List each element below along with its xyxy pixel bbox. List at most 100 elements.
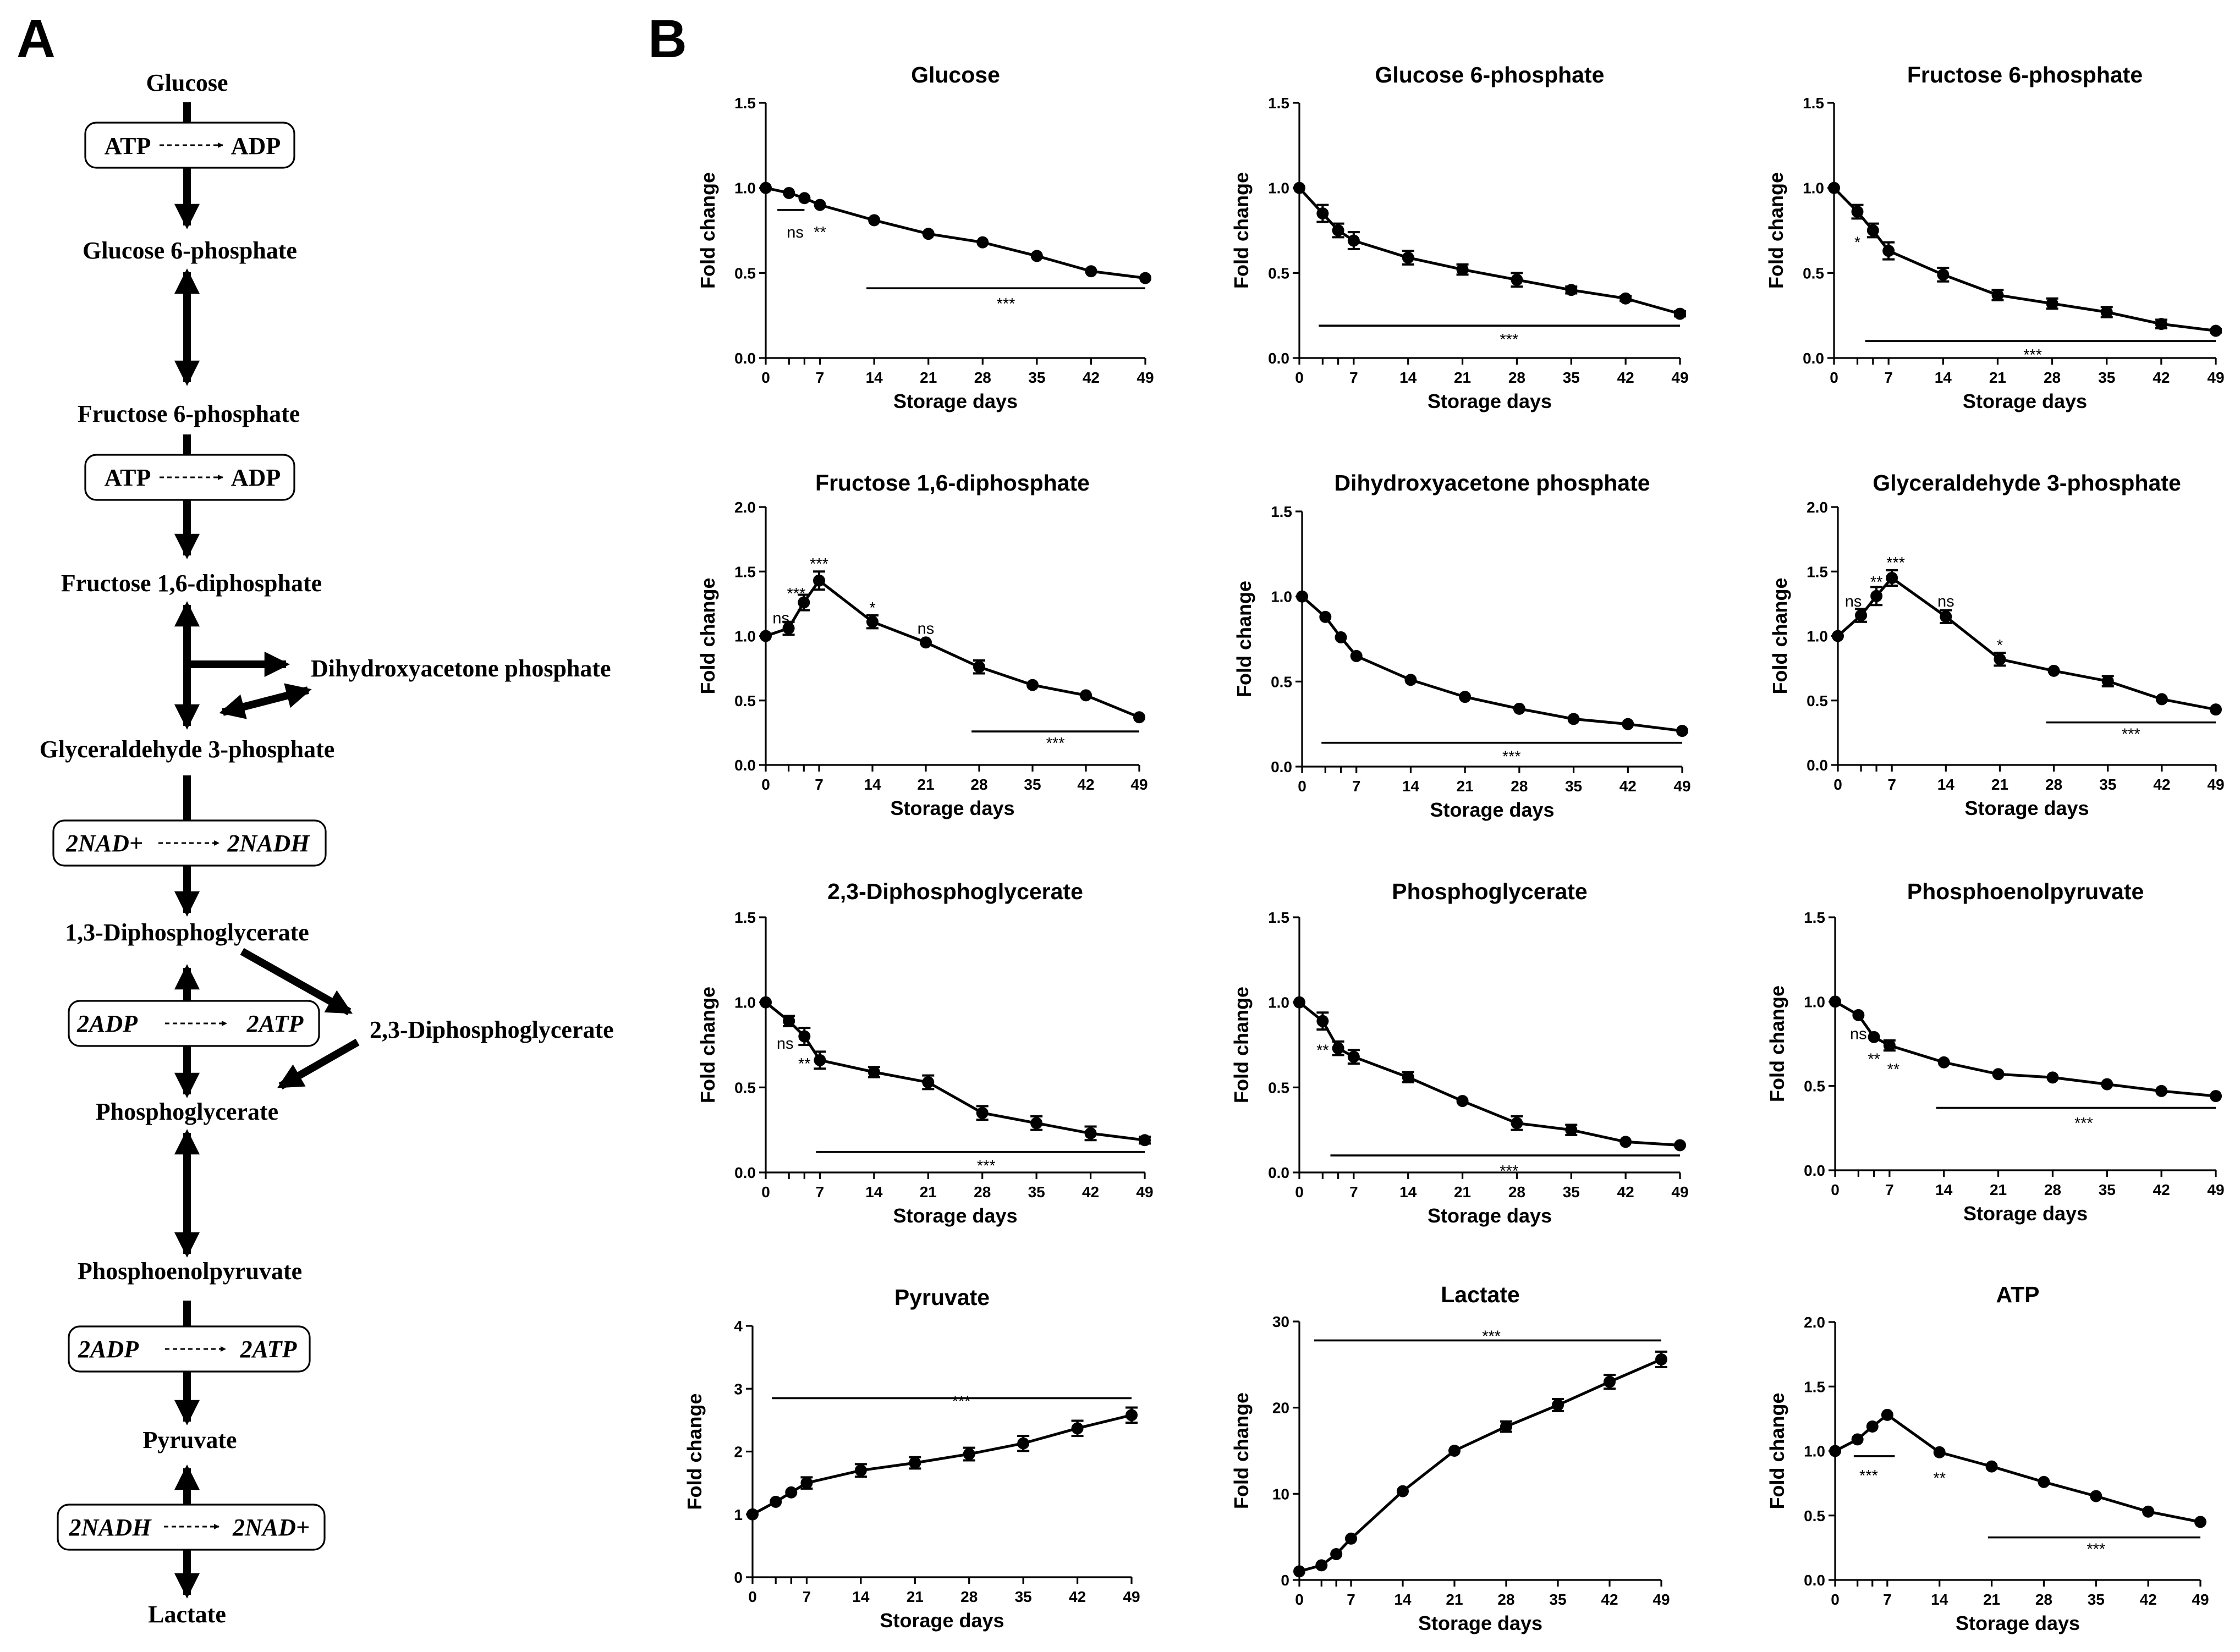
chart-glucose-6-phosphate-data-point xyxy=(1511,273,1523,286)
chart-glyceraldehyde-3-phosphate-x-tick-label: 49 xyxy=(2207,776,2224,793)
chart-2-3-diphosphoglycerate-x-tick-label: 35 xyxy=(1028,1183,1045,1201)
chart-fructose-1-6-diphosphate-x-tick-label: 21 xyxy=(917,776,934,793)
chart-glucose-data-point xyxy=(868,214,881,227)
chart-dihydroxyacetone-phosphate-data-point xyxy=(1404,674,1417,686)
cofactor-3-right: 2NADH xyxy=(227,830,310,857)
chart-pyruvate-x-tick-label: 35 xyxy=(1015,1588,1032,1605)
chart-pyruvate-x-tick-label: 0 xyxy=(748,1588,757,1605)
chart-dihydroxyacetone-phosphate-data-point xyxy=(1513,702,1525,715)
cofactor-4-right: 2ATP xyxy=(246,1010,304,1037)
chart-pyruvate-y-tick-label: 1 xyxy=(734,1506,743,1523)
chart-2-3-diphosphoglycerate-x-tick-label: 28 xyxy=(974,1183,991,1201)
chart-glucose-data-point xyxy=(1139,272,1151,284)
chart-fructose-1-6-diphosphate-x-tick-label: 7 xyxy=(815,776,823,793)
chart-fructose-6-phosphate-y-tick-label: 0.0 xyxy=(1803,350,1824,367)
chart-atp-x-tick-label: 7 xyxy=(1883,1591,1892,1608)
chart-lactate-x-tick-label: 21 xyxy=(1446,1591,1463,1608)
chart-phosphoenolpyruvate-data-point xyxy=(1852,1009,1865,1021)
chart-2-3-diphosphoglycerate-y-tick-label: 0.0 xyxy=(734,1164,756,1181)
chart-phosphoglycerate-x-tick-label: 14 xyxy=(1399,1183,1417,1201)
chart-fructose-6-phosphate-y-tick-label: 1.0 xyxy=(1803,180,1824,197)
chart-phosphoenolpyruvate-x-tick-label: 21 xyxy=(1990,1181,2007,1198)
chart-glucose-significance-label: ns xyxy=(787,224,804,241)
chart-glucose-x-tick-label: 7 xyxy=(816,369,825,386)
metabolite-dihydroxyacetone-phosphate: Dihydroxyacetone phosphate xyxy=(311,655,611,682)
chart-atp-data-point xyxy=(1933,1446,1946,1458)
chart-fructose-6-phosphate-title: Fructose 6-phosphate xyxy=(1907,62,2143,87)
chart-phosphoglycerate-data-point xyxy=(1456,1095,1469,1108)
chart-2-3-diphosphoglycerate-data-point xyxy=(1084,1127,1097,1139)
chart-fructose-1-6-diphosphate-y-tick-label: 0.0 xyxy=(734,757,756,774)
chart-dihydroxyacetone-phosphate-significance-label: *** xyxy=(1502,748,1521,766)
chart-glucose-x-tick-label: 28 xyxy=(974,369,991,386)
chart-atp-series-line xyxy=(1834,1413,2201,1523)
chart-glyceraldehyde-3-phosphate-x-tick-label: 7 xyxy=(1887,776,1896,793)
chart-fructose-6-phosphate-y-axis-label: Fold change xyxy=(1765,172,1787,289)
chart-fructose-6-phosphate-data-point xyxy=(2046,298,2058,310)
chart-2-3-diphosphoglycerate-y-axis-label: Fold change xyxy=(696,987,719,1103)
chart-dihydroxyacetone-phosphate-data-point xyxy=(1350,649,1363,662)
chart-pyruvate-data-point xyxy=(800,1477,813,1489)
chart-atp-y-tick-label: 1.5 xyxy=(1804,1378,1825,1395)
chart-2-3-diphosphoglycerate-x-tick-label: 7 xyxy=(816,1183,825,1201)
chart-glucose-6-phosphate-x-tick-label: 14 xyxy=(1399,369,1417,386)
chart-2-3-diphosphoglycerate-x-axis-label: Storage days xyxy=(893,1204,1017,1227)
chart-2-3-diphosphoglycerate-x-tick-label: 21 xyxy=(920,1183,937,1201)
chart-lactate-data-point xyxy=(1655,1353,1667,1365)
chart-lactate-series-line xyxy=(1299,1358,1662,1573)
chart-dihydroxyacetone-phosphate-title: Dihydroxyacetone phosphate xyxy=(1334,470,1650,495)
chart-atp-x-tick-label: 14 xyxy=(1931,1591,1948,1608)
cofactor-5-left: 2ADP xyxy=(78,1336,139,1363)
chart-phosphoenolpyruvate-data-point xyxy=(1868,1031,1880,1043)
chart-glucose-data-point xyxy=(783,186,795,199)
chart-glucose-6-phosphate-x-tick-label: 35 xyxy=(1563,369,1580,386)
chart-pyruvate-significance-label: *** xyxy=(952,1393,971,1411)
chart-glyceraldehyde-3-phosphate-x-axis-label: Storage days xyxy=(1964,797,2089,819)
chart-fructose-6-phosphate-x-tick-label: 28 xyxy=(2044,369,2061,386)
chart-dihydroxyacetone-phosphate-series-line xyxy=(1301,595,1683,733)
chart-glucose: Glucose 0.0 0.5 1.0 1.5 0 7 14 21 28 35 42 49 Storage… xyxy=(696,62,1154,412)
chart-glyceraldehyde-3-phosphate-data-point xyxy=(2210,703,2222,716)
chart-glucose-6-phosphate-y-tick-label: 1.5 xyxy=(1268,95,1289,112)
chart-pyruvate-y-tick-label: 0 xyxy=(734,1569,743,1586)
chart-glucose-6-phosphate-y-tick-label: 1.0 xyxy=(1268,180,1289,197)
chart-dihydroxyacetone-phosphate-data-point xyxy=(1335,631,1347,643)
chart-phosphoenolpyruvate-y-tick-label: 1.0 xyxy=(1804,993,1825,1010)
chart-2-3-diphosphoglycerate-data-point xyxy=(868,1066,880,1078)
chart-fructose-6-phosphate-data-point xyxy=(1828,181,1840,194)
chart-fructose-1-6-diphosphate-x-tick-label: 35 xyxy=(1024,776,1041,793)
chart-pyruvate-x-tick-label: 14 xyxy=(852,1588,870,1605)
chart-2-3-diphosphoglycerate-y-tick-label: 1.0 xyxy=(734,994,756,1011)
chart-glyceraldehyde-3-phosphate-x-tick-label: 42 xyxy=(2153,776,2170,793)
chart-phosphoenolpyruvate: Phosphoenolpyruvate 0.0 0.5 1.0 1.5 0 7 14 21 28 3… xyxy=(1766,879,2225,1225)
metabolite-glyceraldehyde-3-phosphate: Glyceraldehyde 3-phosphate xyxy=(40,736,335,763)
chart-pyruvate-x-tick-label: 28 xyxy=(960,1588,978,1605)
chart-glucose-6-phosphate-data-point xyxy=(1316,207,1329,220)
chart-atp-data-point xyxy=(1829,1445,1841,1457)
chart-glyceraldehyde-3-phosphate-title: Glyceraldehyde 3-phosphate xyxy=(1873,470,2181,495)
chart-glucose-6-phosphate-data-point xyxy=(1456,263,1469,276)
chart-phosphoenolpyruvate-data-point xyxy=(2101,1078,2113,1091)
cofactor-1-right: ADP xyxy=(231,133,281,159)
chart-glucose-y-axis-label: Fold change xyxy=(696,172,719,289)
cofactor-6-left: 2NADH xyxy=(68,1514,152,1541)
chart-glucose-x-tick-label: 49 xyxy=(1137,369,1154,386)
chart-glucose-x-tick-label: 14 xyxy=(866,369,883,386)
chart-glucose-6-phosphate-data-point xyxy=(1619,292,1632,305)
chart-phosphoenolpyruvate-x-axis-label: Storage days xyxy=(1963,1202,2088,1225)
chart-glucose-data-point xyxy=(798,192,811,205)
chart-phosphoglycerate-data-point xyxy=(1316,1015,1329,1027)
chart-atp-x-tick-label: 35 xyxy=(2088,1591,2105,1608)
chart-glyceraldehyde-3-phosphate-significance-label: ns xyxy=(1845,593,1862,610)
chart-glyceraldehyde-3-phosphate-y-tick-label: 1.0 xyxy=(1807,628,1828,645)
chart-dihydroxyacetone-phosphate-data-point xyxy=(1676,725,1688,737)
chart-fructose-1-6-diphosphate-x-tick-label: 28 xyxy=(970,776,987,793)
chart-glyceraldehyde-3-phosphate-significance-label: ns xyxy=(1937,593,1954,610)
chart-glyceraldehyde-3-phosphate-data-point xyxy=(1855,609,1868,621)
chart-atp-y-axis-label: Fold change xyxy=(1766,1392,1788,1509)
metabolite-fructose-6-phosphate: Fructose 6-phosphate xyxy=(78,400,300,427)
chart-phosphoenolpyruvate-x-tick-label: 7 xyxy=(1885,1181,1894,1198)
chart-lactate-title: Lactate xyxy=(1441,1282,1520,1307)
chart-2-3-diphosphoglycerate-y-tick-label: 1.5 xyxy=(734,909,756,926)
